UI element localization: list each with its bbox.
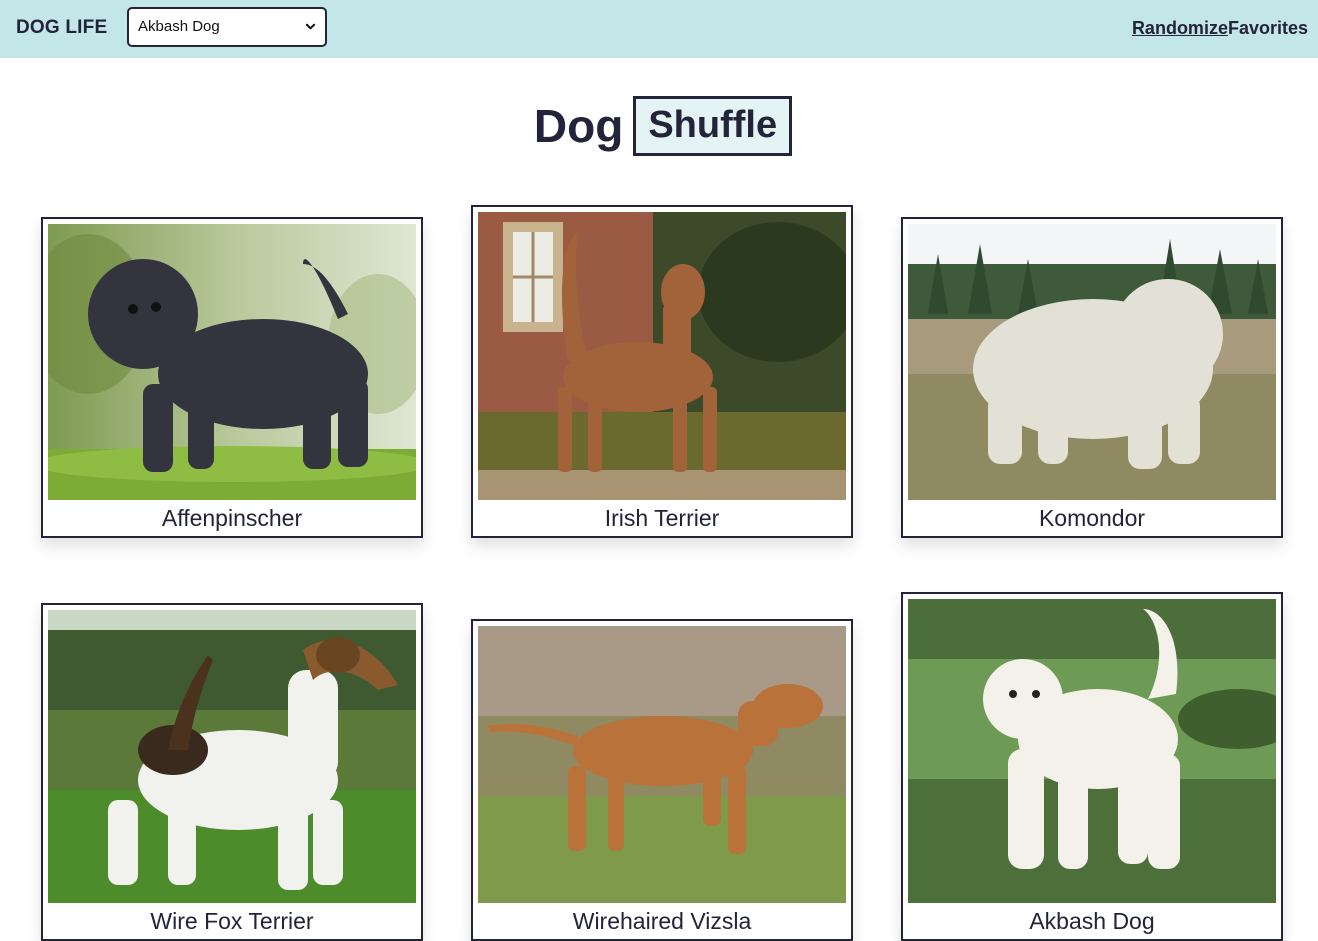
breed-photo [48, 610, 416, 903]
breed-card-wire-fox-terrier[interactable]: Wire Fox Terrier [41, 603, 423, 941]
breed-photo [478, 212, 846, 500]
page-title-dog: Dog [533, 100, 624, 152]
top-navbar: DOG LIFE Akbash Dog Randomize Favorites [0, 0, 1318, 58]
red-pointer-walking-in-grass-image [478, 626, 846, 903]
chevron-down-icon [305, 23, 316, 30]
breed-card-wirehaired-vizsla[interactable]: Wirehaired Vizsla [471, 619, 853, 941]
breed-card-affenpinscher[interactable]: Affenpinscher [41, 217, 423, 538]
randomize-link[interactable]: Randomize [1131, 18, 1228, 38]
breed-card-akbash-dog[interactable]: Akbash Dog [901, 592, 1283, 941]
red-terrier-by-brick-house-image [478, 212, 846, 500]
black-shaggy-dog-on-grass-image [48, 224, 416, 500]
breed-photo [908, 599, 1276, 903]
nav-links: Randomize Favorites [1132, 18, 1308, 39]
page-title: Dog Shuffle [0, 95, 1318, 157]
breed-name: Wire Fox Terrier [150, 908, 314, 934]
breed-photo [908, 224, 1276, 500]
breed-name: Affenpinscher [161, 505, 303, 531]
breed-card-irish-terrier[interactable]: Irish Terrier [471, 205, 853, 538]
breed-name: Komondor [1038, 505, 1146, 531]
breed-select[interactable]: Akbash Dog [127, 7, 327, 47]
breed-name: Akbash Dog [1029, 908, 1155, 934]
breed-name: Irish Terrier [604, 505, 720, 531]
breed-card-komondor[interactable]: Komondor [901, 217, 1283, 538]
brand-logo[interactable]: DOG LIFE [16, 17, 108, 38]
breed-name: Wirehaired Vizsla [572, 908, 752, 934]
white-dog-in-green-field-image [908, 599, 1276, 903]
breed-photo [478, 626, 846, 903]
white-terrier-on-lawn-image [48, 610, 416, 903]
breed-select-value: Akbash Dog [138, 18, 220, 35]
breed-photo [48, 224, 416, 500]
white-corded-dog-in-field-image [908, 224, 1276, 500]
page-title-shuffle: Shuffle [633, 96, 793, 156]
favorites-link[interactable]: Favorites [1227, 18, 1308, 38]
